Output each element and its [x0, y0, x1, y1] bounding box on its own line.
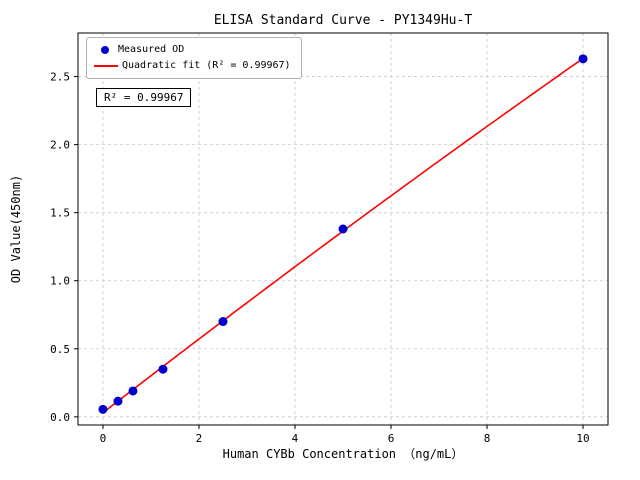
y-tick-label: 0.0	[50, 411, 70, 424]
legend-item-measured-od: Measured OD	[94, 42, 291, 58]
chart-title: ELISA Standard Curve - PY1349Hu-T	[214, 13, 472, 28]
y-tick-label: 1.0	[50, 275, 70, 288]
plot-border	[77, 32, 609, 426]
data-point	[128, 386, 138, 396]
data-point	[158, 364, 168, 374]
y-tick-label: 1.5	[50, 207, 70, 220]
y-tick-label: 2.0	[50, 139, 70, 152]
x-tick-label: 8	[484, 432, 491, 445]
legend-label-measured-od: Measured OD	[118, 44, 185, 55]
y-tick-label: 2.5	[50, 71, 70, 84]
data-point	[578, 54, 588, 64]
quadratic-fit-line	[102, 57, 584, 414]
legend-item-quadratic-fit: Quadratic fit (R² = 0.99967)	[94, 58, 291, 74]
y-axis-label: OD Value(450nm)	[9, 175, 23, 283]
x-tick-label: 2	[196, 432, 203, 445]
plot-generated-layer: 0 2 4 6 8 10 0.0 0.5 1.0 1.5 2.0 2.5	[50, 32, 609, 445]
scatter-marker-icon	[101, 46, 109, 54]
data-point	[98, 404, 108, 414]
legend-label-quadratic-fit: Quadratic fit (R² = 0.99967)	[122, 60, 291, 71]
data-point	[338, 224, 348, 234]
x-axis-label: Human CYBb Concentration （ng/mL）	[223, 447, 464, 461]
line-marker-icon	[94, 65, 118, 67]
legend: Measured OD Quadratic fit (R² = 0.99967)	[86, 37, 302, 79]
r-squared-annotation: R² = 0.99967	[96, 88, 192, 107]
x-tick-label: 4	[292, 432, 299, 445]
x-tick-label: 0	[100, 432, 107, 445]
y-tick-label: 0.5	[50, 343, 70, 356]
data-point	[218, 317, 228, 327]
data-point	[113, 396, 123, 406]
x-tick-label: 10	[576, 432, 589, 445]
x-tick-label: 6	[388, 432, 395, 445]
